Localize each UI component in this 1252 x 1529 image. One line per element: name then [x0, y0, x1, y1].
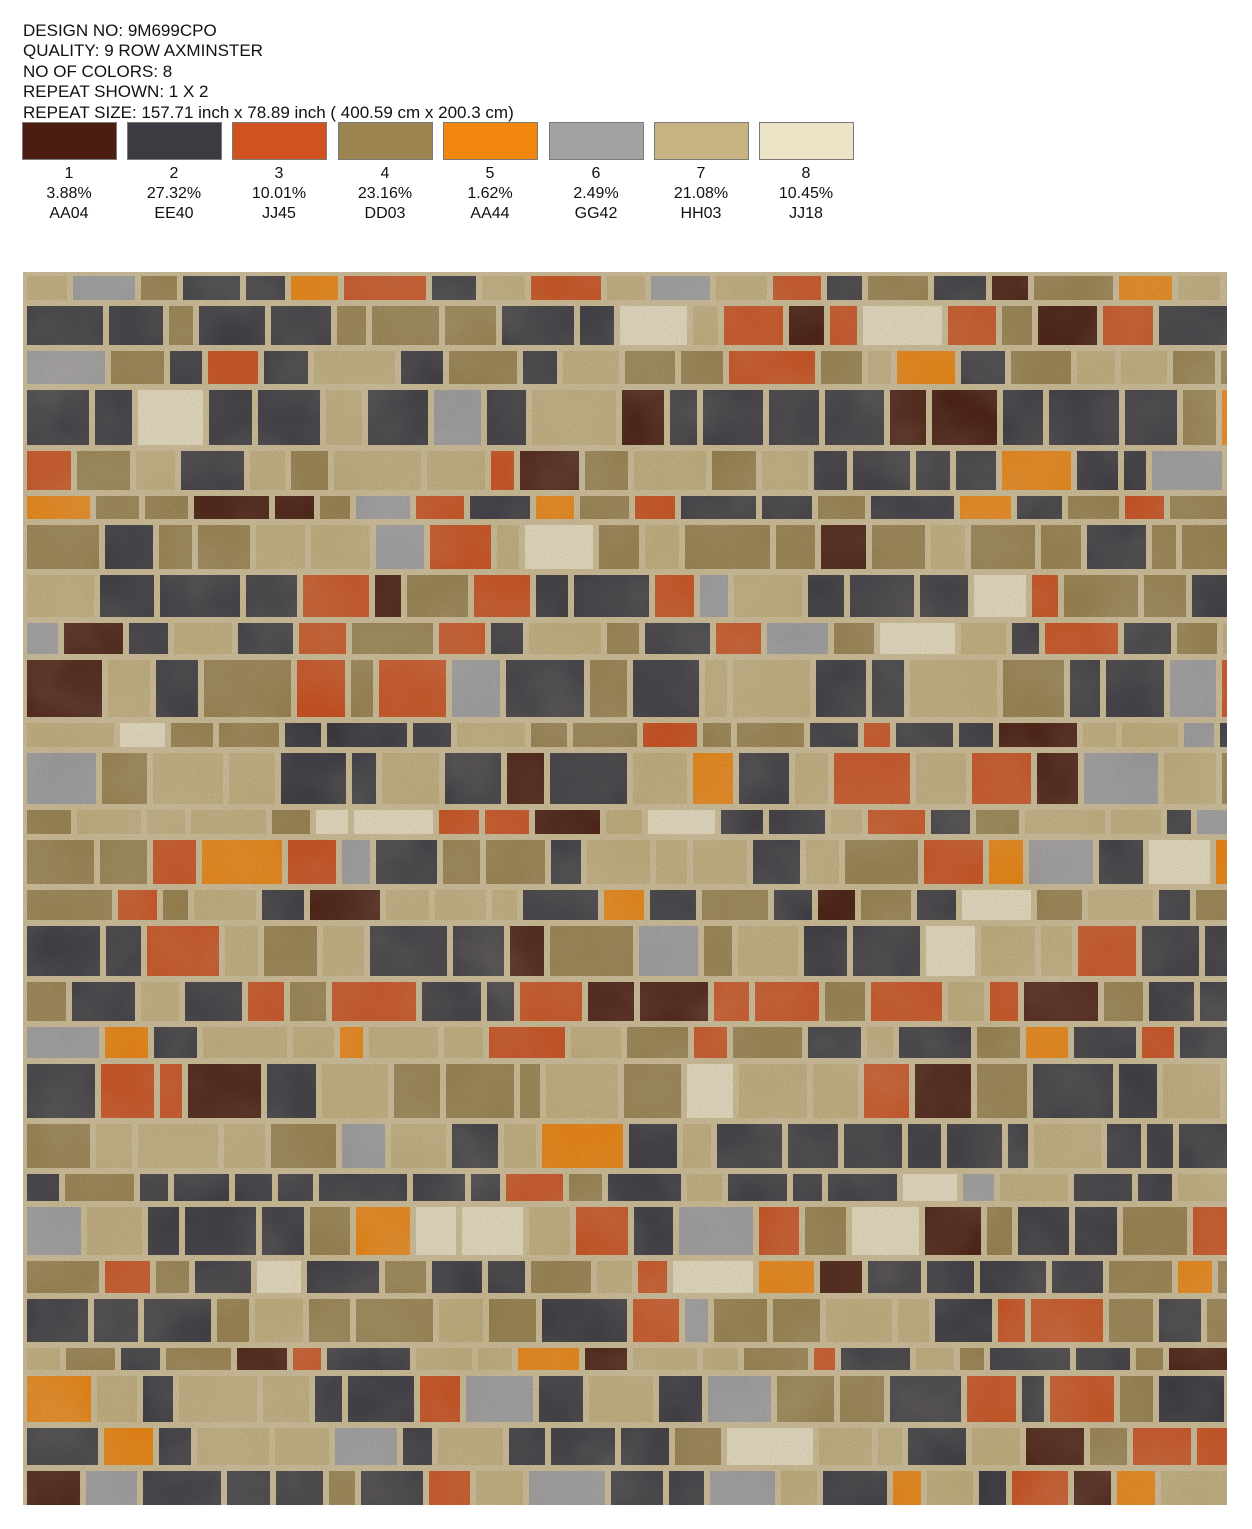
carpet-pattern-art [23, 272, 1227, 1505]
color-swatch [549, 122, 644, 160]
swatch-percent: 23.16% [357, 185, 413, 202]
swatch-code: DD03 [364, 205, 406, 222]
swatch-code: AA04 [49, 205, 89, 222]
swatch-index: 6 [591, 165, 601, 182]
palette-chip: 4 23.16% DD03 [338, 122, 444, 224]
palette-chip: 3 10.01% JJ45 [232, 122, 338, 224]
swatch-index: 4 [380, 165, 390, 182]
palette-chip: 6 2.49% GG42 [549, 122, 655, 224]
palette-chip: 1 3.88% AA04 [22, 122, 128, 224]
palette-chip: 7 21.08% HH03 [654, 122, 760, 224]
swatch-code: AA44 [470, 205, 510, 222]
swatch-percent: 1.62% [467, 185, 513, 202]
swatch-code: JJ45 [262, 205, 296, 222]
swatch-index: 7 [696, 165, 706, 182]
swatch-percent: 2.49% [573, 185, 619, 202]
color-swatch [22, 122, 117, 160]
swatch-percent: 10.45% [778, 185, 834, 202]
swatch-index: 1 [64, 165, 74, 182]
color-swatch [232, 122, 327, 160]
color-swatch [443, 122, 538, 160]
design-spec: DESIGN NO: 9M699CPO QUALITY: 9 ROW AXMIN… [23, 21, 514, 123]
swatch-percent: 3.88% [46, 185, 92, 202]
quality-line: QUALITY: 9 ROW AXMINSTER [23, 41, 263, 61]
swatch-code: HH03 [680, 205, 722, 222]
swatch-index: 2 [169, 165, 179, 182]
color-swatch [654, 122, 749, 160]
repeat-size-line: REPEAT SIZE: 157.71 inch x 78.89 inch ( … [23, 102, 514, 122]
color-swatch [338, 122, 433, 160]
swatch-code: GG42 [574, 205, 618, 222]
swatch-percent: 10.01% [251, 185, 307, 202]
swatch-index: 3 [274, 165, 284, 182]
palette-chip: 8 10.45% JJ18 [759, 122, 865, 224]
color-palette: 1 3.88% AA04 2 27.32% EE40 3 10.01% JJ45… [22, 122, 862, 232]
carpet-pattern-preview [23, 272, 1227, 1505]
color-swatch [127, 122, 222, 160]
design-number: DESIGN NO: 9M699CPO [23, 21, 217, 40]
swatch-code: JJ18 [789, 205, 823, 222]
swatch-percent: 21.08% [673, 185, 729, 202]
color-swatch [759, 122, 854, 160]
palette-chip: 5 1.62% AA44 [443, 122, 549, 224]
color-count-line: NO OF COLORS: 8 [23, 61, 173, 81]
swatch-code: EE40 [154, 205, 194, 222]
swatch-percent: 27.32% [146, 185, 202, 202]
swatch-index: 5 [485, 165, 495, 182]
swatch-index: 8 [801, 165, 811, 182]
repeat-shown-line: REPEAT SHOWN: 1 X 2 [23, 82, 209, 102]
palette-chip: 2 27.32% EE40 [127, 122, 233, 224]
